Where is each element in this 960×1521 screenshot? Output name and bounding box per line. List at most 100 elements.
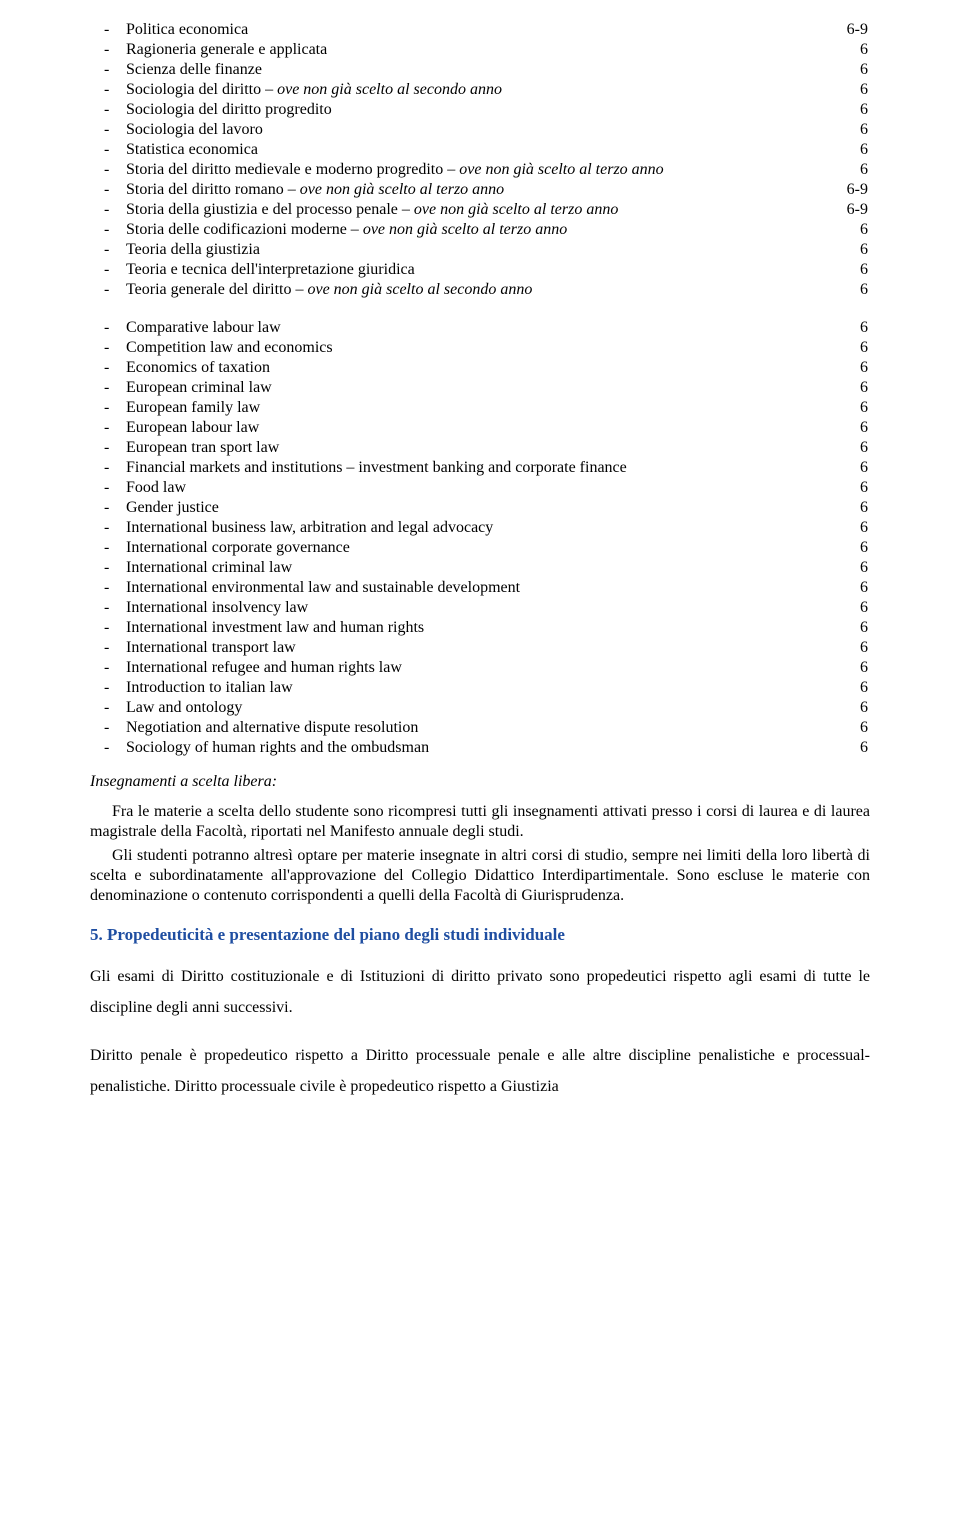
course-list-row: -Teoria e tecnica dell'interpretazione g… [90,260,870,280]
course-credits: 6 [826,558,870,578]
paragraph-free-choice-1: Fra le materie a scelta dello studente s… [90,802,870,842]
course-label: European tran sport law [126,438,826,458]
dash-bullet-icon: - [90,280,126,300]
course-credits: 6 [826,60,870,80]
course-label: Teoria e tecnica dell'interpretazione gi… [126,260,826,280]
course-label: Sociologia del diritto – ove non già sce… [126,80,826,100]
course-credits: 6-9 [826,200,870,220]
course-label-italic-note: ove non già scelto al secondo anno [307,281,532,298]
course-label: Law and ontology [126,698,826,718]
course-list-row: -Storia del diritto medievale e moderno … [90,160,870,180]
course-label: Scienza delle finanze [126,60,826,80]
course-credits: 6 [826,120,870,140]
section-5-heading: 5. Propedeuticità e presentazione del pi… [90,924,870,945]
course-list-row: -Storia delle codificazioni moderne – ov… [90,220,870,240]
course-credits: 6 [826,358,870,378]
dash-bullet-icon: - [90,578,126,598]
course-label-prefix: Teoria generale del diritto – [126,281,307,298]
course-credits: 6 [826,100,870,120]
course-credits: 6-9 [826,20,870,40]
course-list-row: -Teoria della giustizia6 [90,240,870,260]
course-credits: 6-9 [826,180,870,200]
course-label: Teoria della giustizia [126,240,826,260]
course-label: European family law [126,398,826,418]
course-label: Financial markets and institutions – inv… [126,458,826,478]
course-credits: 6 [826,240,870,260]
course-list-row: -International criminal law6 [90,558,870,578]
document-page: -Politica economica6-9-Ragioneria genera… [0,0,960,1156]
course-list-row: -Scienza delle finanze6 [90,60,870,80]
dash-bullet-icon: - [90,638,126,658]
dash-bullet-icon: - [90,180,126,200]
course-list-row: -International business law, arbitration… [90,518,870,538]
course-list-row: -International insolvency law6 [90,598,870,618]
dash-bullet-icon: - [90,140,126,160]
course-credits: 6 [826,398,870,418]
spacer [90,300,870,318]
course-label-italic-note: ove non già scelto al terzo anno [459,161,663,178]
dash-bullet-icon: - [90,80,126,100]
course-label: International insolvency law [126,598,826,618]
course-credits: 6 [826,160,870,180]
course-list-row: -International investment law and human … [90,618,870,638]
course-label: International transport law [126,638,826,658]
free-choice-title: Insegnamenti a scelta libera: [90,772,870,792]
dash-bullet-icon: - [90,498,126,518]
course-label: European labour law [126,418,826,438]
course-list-row: -Statistica economica6 [90,140,870,160]
course-label: Politica economica [126,20,826,40]
course-credits: 6 [826,220,870,240]
course-list-row: -Competition law and economics6 [90,338,870,358]
course-credits: 6 [826,280,870,300]
course-list-row: -Sociologia del diritto progredito6 [90,100,870,120]
course-list-row: -International environmental law and sus… [90,578,870,598]
course-credits: 6 [826,658,870,678]
course-list-row: -Sociologia del diritto – ove non già sc… [90,80,870,100]
course-label: Sociologia del diritto progredito [126,100,826,120]
course-credits: 6 [826,518,870,538]
course-label: International business law, arbitration … [126,518,826,538]
course-label: Statistica economica [126,140,826,160]
course-list-row: -Gender justice6 [90,498,870,518]
course-credits: 6 [826,478,870,498]
dash-bullet-icon: - [90,478,126,498]
dash-bullet-icon: - [90,518,126,538]
course-list-row: -Ragioneria generale e applicata6 [90,40,870,60]
course-label: International investment law and human r… [126,618,826,638]
dash-bullet-icon: - [90,618,126,638]
dash-bullet-icon: - [90,658,126,678]
course-credits: 6 [826,538,870,558]
dash-bullet-icon: - [90,338,126,358]
course-credits: 6 [826,578,870,598]
paragraph-propedeutica-2: Diritto penale è propedeutico rispetto a… [90,1040,870,1102]
dash-bullet-icon: - [90,100,126,120]
course-list-row: -Teoria generale del diritto – ove non g… [90,280,870,300]
dash-bullet-icon: - [90,378,126,398]
course-list-row: -Comparative labour law6 [90,318,870,338]
course-list-row: -Politica economica6-9 [90,20,870,40]
dash-bullet-icon: - [90,398,126,418]
dash-bullet-icon: - [90,260,126,280]
course-label: Gender justice [126,498,826,518]
dash-bullet-icon: - [90,558,126,578]
dash-bullet-icon: - [90,318,126,338]
course-credits: 6 [826,638,870,658]
course-credits: 6 [826,698,870,718]
course-credits: 6 [826,438,870,458]
course-credits: 6 [826,418,870,438]
course-list-block-1: -Politica economica6-9-Ragioneria genera… [90,20,870,300]
course-credits: 6 [826,318,870,338]
dash-bullet-icon: - [90,418,126,438]
course-credits: 6 [826,458,870,478]
course-label: Ragioneria generale e applicata [126,40,826,60]
course-label: Economics of taxation [126,358,826,378]
course-list-row: -Storia del diritto romano – ove non già… [90,180,870,200]
dash-bullet-icon: - [90,538,126,558]
course-label: International corporate governance [126,538,826,558]
course-credits: 6 [826,678,870,698]
course-label-italic-note: ove non già scelto al terzo anno [363,221,567,238]
course-label: Storia del diritto romano – ove non già … [126,180,826,200]
dash-bullet-icon: - [90,200,126,220]
dash-bullet-icon: - [90,120,126,140]
course-label: Negotiation and alternative dispute reso… [126,718,826,738]
